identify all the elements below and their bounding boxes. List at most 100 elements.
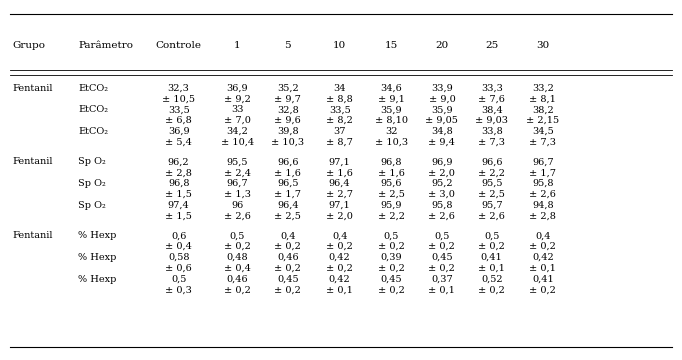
Text: 35,2: 35,2 (277, 84, 299, 93)
Text: 97,1: 97,1 (329, 201, 351, 210)
Text: 20: 20 (435, 40, 449, 49)
Text: ± 0,2: ± 0,2 (378, 285, 405, 294)
Text: 96,5: 96,5 (277, 179, 299, 188)
Text: 33,5: 33,5 (168, 105, 190, 114)
Text: ± 10,5: ± 10,5 (162, 94, 195, 104)
Text: ± 1,6: ± 1,6 (378, 168, 405, 177)
Text: 0,5: 0,5 (384, 231, 399, 240)
Text: 39,8: 39,8 (277, 127, 299, 136)
Text: 95,9: 95,9 (381, 201, 402, 210)
Text: ± 2,6: ± 2,6 (428, 211, 456, 220)
Text: ± 0,2: ± 0,2 (378, 242, 405, 251)
Text: ± 10,3: ± 10,3 (271, 138, 304, 147)
Text: ± 2,15: ± 2,15 (527, 116, 559, 125)
Text: 95,2: 95,2 (431, 179, 453, 188)
Text: ± 1,6: ± 1,6 (274, 168, 301, 177)
Text: ± 0,1: ± 0,1 (428, 285, 456, 294)
Text: ± 2,8: ± 2,8 (529, 211, 557, 220)
Text: ± 0,6: ± 0,6 (165, 264, 192, 273)
Text: ± 2,4: ± 2,4 (224, 168, 251, 177)
Text: ± 0,2: ± 0,2 (326, 264, 353, 273)
Text: ± 0,2: ± 0,2 (326, 242, 353, 251)
Text: 95,6: 95,6 (381, 179, 402, 188)
Text: 32: 32 (385, 127, 398, 136)
Text: 0,46: 0,46 (277, 253, 299, 262)
Text: ± 1,7: ± 1,7 (529, 168, 557, 177)
Text: 38,2: 38,2 (532, 105, 554, 114)
Text: 0,5: 0,5 (484, 231, 499, 240)
Text: ± 2,2: ± 2,2 (478, 168, 505, 177)
Text: % Hexp: % Hexp (78, 274, 117, 284)
Text: ± 8,10: ± 8,10 (375, 116, 408, 125)
Text: ± 0,2: ± 0,2 (529, 242, 557, 251)
Text: 0,6: 0,6 (171, 231, 186, 240)
Text: ± 10,4: ± 10,4 (221, 138, 254, 147)
Text: Sp O₂: Sp O₂ (78, 157, 106, 166)
Text: 96,7: 96,7 (532, 157, 554, 166)
Text: ± 8,7: ± 8,7 (326, 138, 353, 147)
Text: 0,58: 0,58 (168, 253, 190, 262)
Text: ± 2,6: ± 2,6 (478, 211, 505, 220)
Text: 33,9: 33,9 (431, 84, 453, 93)
Text: ± 0,2: ± 0,2 (428, 264, 456, 273)
Text: EtCO₂: EtCO₂ (78, 84, 108, 93)
Text: ± 5,4: ± 5,4 (165, 138, 192, 147)
Text: 36,9: 36,9 (168, 127, 190, 136)
Text: 0,5: 0,5 (434, 231, 449, 240)
Text: 0,41: 0,41 (481, 253, 503, 262)
Text: ± 6,8: ± 6,8 (165, 116, 192, 125)
Text: 96: 96 (231, 201, 243, 210)
Text: ± 2,5: ± 2,5 (378, 190, 405, 199)
Text: ± 9,7: ± 9,7 (274, 94, 301, 104)
Text: ± 7,3: ± 7,3 (478, 138, 505, 147)
Text: ± 8,2: ± 8,2 (326, 116, 353, 125)
Text: Fentanil: Fentanil (12, 157, 53, 166)
Text: 25: 25 (485, 40, 499, 49)
Text: ± 9,1: ± 9,1 (378, 94, 405, 104)
Text: 96,6: 96,6 (277, 157, 299, 166)
Text: ± 8,1: ± 8,1 (529, 94, 557, 104)
Text: 97,1: 97,1 (329, 157, 351, 166)
Text: 30: 30 (536, 40, 550, 49)
Text: 0,4: 0,4 (280, 231, 295, 240)
Text: 0,52: 0,52 (481, 274, 503, 284)
Text: ± 9,05: ± 9,05 (426, 116, 458, 125)
Text: 36,9: 36,9 (226, 84, 248, 93)
Text: ± 0,1: ± 0,1 (478, 264, 505, 273)
Text: ± 1,7: ± 1,7 (274, 190, 301, 199)
Text: 94,8: 94,8 (532, 201, 554, 210)
Text: 35,9: 35,9 (431, 105, 453, 114)
Text: 33,8: 33,8 (481, 127, 503, 136)
Text: 0,42: 0,42 (329, 253, 351, 262)
Text: 97,4: 97,4 (168, 201, 190, 210)
Text: 1: 1 (234, 40, 241, 49)
Text: 0,45: 0,45 (277, 274, 299, 284)
Text: ± 0,2: ± 0,2 (529, 285, 557, 294)
Text: 95,8: 95,8 (431, 201, 453, 210)
Text: ± 2,5: ± 2,5 (274, 211, 301, 220)
Text: ± 9,0: ± 9,0 (428, 94, 456, 104)
Text: ± 3,0: ± 3,0 (428, 190, 456, 199)
Text: ± 1,3: ± 1,3 (224, 190, 251, 199)
Text: ± 2,0: ± 2,0 (326, 211, 353, 220)
Text: 33,5: 33,5 (329, 105, 351, 114)
Text: 0,5: 0,5 (230, 231, 245, 240)
Text: 33,2: 33,2 (532, 84, 554, 93)
Text: 95,7: 95,7 (481, 201, 503, 210)
Text: ± 2,0: ± 2,0 (428, 168, 456, 177)
Text: 96,8: 96,8 (381, 157, 402, 166)
Text: ± 0,2: ± 0,2 (478, 285, 505, 294)
Text: 34,5: 34,5 (532, 127, 554, 136)
Text: 33: 33 (231, 105, 243, 114)
Text: ± 9,2: ± 9,2 (224, 94, 251, 104)
Text: Controle: Controle (155, 40, 202, 49)
Text: EtCO₂: EtCO₂ (78, 105, 108, 114)
Text: ± 0,4: ± 0,4 (165, 242, 192, 251)
Text: 95,5: 95,5 (226, 157, 248, 166)
Text: ± 0,2: ± 0,2 (428, 242, 456, 251)
Text: 96,4: 96,4 (277, 201, 299, 210)
Text: 0,42: 0,42 (532, 253, 554, 262)
Text: 32,3: 32,3 (168, 84, 190, 93)
Text: EtCO₂: EtCO₂ (78, 127, 108, 136)
Text: % Hexp: % Hexp (78, 231, 117, 240)
